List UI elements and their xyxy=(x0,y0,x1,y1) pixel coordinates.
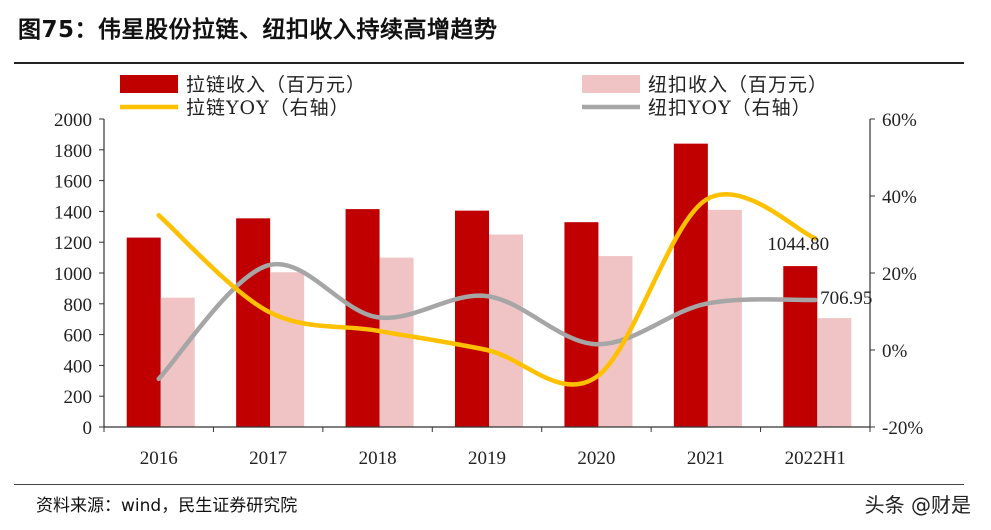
left-axis-tick-label: 1600 xyxy=(54,172,92,193)
left-axis-tick-label: 1400 xyxy=(54,202,92,223)
left-axis-tick-label: 1800 xyxy=(54,141,92,162)
legend-swatch-zipper-revenue xyxy=(120,75,178,93)
right-axis-tick-label: -20% xyxy=(882,418,923,439)
line-zipper-yoy xyxy=(156,191,818,387)
legend-label: 纽扣YOY（右轴） xyxy=(648,97,812,119)
left-axis-tick-label: 400 xyxy=(64,356,93,377)
right-axis-tick-label: 60% xyxy=(882,110,917,131)
bar-zipper-revenue xyxy=(783,266,818,427)
legend-label: 拉链YOY（右轴） xyxy=(186,97,350,119)
bar-zipper-revenue xyxy=(126,237,161,427)
page-title: 图75：伟星股份拉链、纽扣收入持续高增趋势 xyxy=(18,17,498,43)
legend-swatch-button-revenue xyxy=(582,75,640,93)
left-axis-tick-label: 0 xyxy=(83,418,93,439)
watermark: 头条 @财是 xyxy=(864,493,971,517)
bar-button-revenue xyxy=(379,257,414,427)
x-axis-tick-label: 2022H1 xyxy=(785,448,846,469)
left-axis-tick-label: 800 xyxy=(64,295,93,316)
x-axis-tick-label: 2016 xyxy=(140,448,178,469)
left-axis-tick-label: 1200 xyxy=(54,233,92,254)
left-axis-tick-label: 600 xyxy=(64,326,93,347)
legend-label: 纽扣收入（百万元） xyxy=(648,74,828,96)
right-axis-tick-label: 40% xyxy=(882,187,917,208)
footer-divider xyxy=(14,484,964,485)
x-axis-tick-label: 2020 xyxy=(577,448,615,469)
legend-label: 拉链收入（百万元） xyxy=(186,74,366,96)
bar-zipper-revenue xyxy=(564,222,599,427)
bar-button-revenue xyxy=(270,272,305,427)
data-label: 1044.80 xyxy=(767,234,829,255)
left-axis-tick-label: 2000 xyxy=(54,110,92,131)
bar-zipper-revenue xyxy=(236,218,271,427)
bar-button-revenue xyxy=(160,297,195,427)
x-axis-tick-label: 2018 xyxy=(359,448,397,469)
bar-button-revenue xyxy=(489,234,523,427)
right-axis-tick-label: 0% xyxy=(882,341,908,362)
combo-chart: 0 200 400 600 800 1000 1200 1400 1600 1800 2000 -20… xyxy=(54,74,923,469)
x-axis-tick-label: 2019 xyxy=(468,448,506,469)
left-axis-tick-label: 200 xyxy=(64,387,93,408)
bar-button-revenue xyxy=(817,318,852,427)
bar-zipper-revenue xyxy=(673,143,708,427)
right-axis-tick-label: 20% xyxy=(882,264,917,285)
x-axis-tick-label: 2021 xyxy=(687,448,725,469)
left-axis-tick-label: 1000 xyxy=(54,264,92,285)
data-label: 706.95 xyxy=(820,288,872,309)
bar-button-revenue xyxy=(707,209,742,427)
bar-zipper-revenue xyxy=(455,210,489,427)
title-divider xyxy=(14,62,964,64)
x-axis-tick-label: 2017 xyxy=(249,448,287,469)
line-button-yoy xyxy=(156,261,818,382)
source-note: 资料来源：wind，民生证券研究院 xyxy=(36,496,298,516)
